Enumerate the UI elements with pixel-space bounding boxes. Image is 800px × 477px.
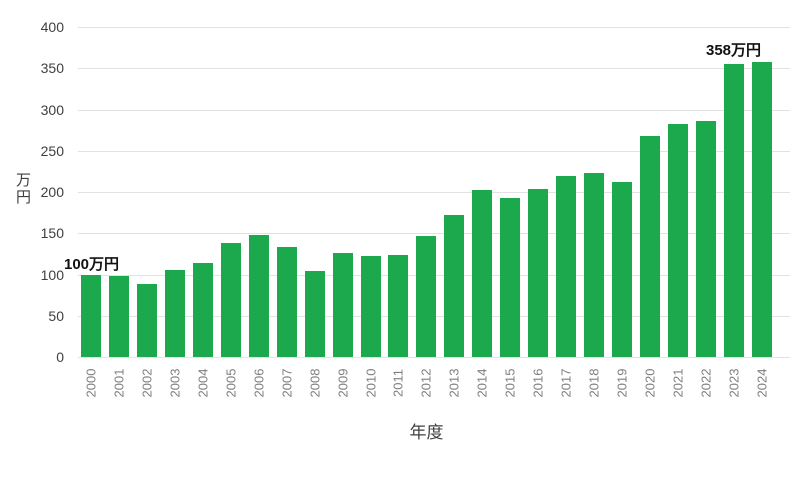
bar-2015	[500, 197, 521, 357]
bar-2017	[556, 176, 577, 357]
bar-2012	[416, 235, 437, 357]
x-tick-2016: 2016	[528, 360, 548, 406]
x-tick-2004: 2004	[193, 360, 213, 406]
bar-2021	[668, 123, 689, 357]
x-tick-label: 2000	[83, 368, 99, 398]
bar-series	[81, 27, 772, 357]
annotation-last-value: 358万円	[706, 42, 762, 59]
y-tick-0: 0	[56, 349, 64, 365]
bar-2024	[751, 61, 772, 357]
gridline-0	[78, 357, 790, 358]
bar-2003	[164, 270, 185, 357]
bar-2007	[276, 247, 297, 357]
x-tick-label: 2014	[474, 368, 490, 398]
x-axis-title: 年度	[409, 423, 444, 442]
x-tick-2001: 2001	[109, 360, 129, 406]
bar-2011	[388, 254, 409, 357]
x-tick-label: 2018	[586, 368, 602, 398]
bar-2014	[472, 190, 493, 357]
gridline-400	[78, 27, 790, 28]
bar-2002	[136, 283, 157, 357]
x-tick-2010: 2010	[361, 360, 381, 406]
x-tick-2009: 2009	[333, 360, 353, 406]
y-tick-200: 200	[40, 184, 64, 200]
x-tick-label: 2012	[418, 368, 434, 398]
x-tick-2017: 2017	[556, 360, 576, 406]
x-tick-2007: 2007	[277, 360, 297, 406]
x-tick-label: 2009	[335, 368, 351, 398]
bar-2001	[108, 276, 129, 357]
x-tick-label: 2017	[558, 368, 574, 398]
x-tick-2020: 2020	[640, 360, 660, 406]
y-tick-50: 50	[48, 307, 64, 324]
annotation-first-value: 100万円	[64, 256, 120, 273]
bar-2013	[444, 215, 465, 357]
y-axis-title: 万円	[14, 172, 31, 206]
x-tick-label: 2021	[670, 368, 686, 398]
x-tick-2008: 2008	[305, 360, 325, 406]
y-tick-300: 300	[40, 101, 64, 118]
x-tick-2024: 2024	[752, 360, 772, 406]
bar-2010	[360, 256, 381, 357]
x-tick-label: 2015	[502, 368, 518, 398]
x-tick-label: 2024	[754, 368, 770, 398]
bar-2020	[640, 135, 661, 357]
gridline-350	[78, 68, 790, 70]
bar-2022	[695, 121, 716, 357]
bar-2000	[81, 274, 101, 357]
x-tick-2003: 2003	[165, 360, 185, 406]
x-tick-2005: 2005	[221, 360, 241, 406]
bar-2005	[220, 243, 241, 357]
x-tick-label: 2008	[307, 368, 323, 398]
bar-2019	[612, 182, 633, 357]
x-axis-tick-labels: 2000 2001 2002 2003 2004 2005 2006 2007 2008 2009…	[81, 360, 772, 406]
bar-2023	[723, 64, 744, 357]
gridline-150	[78, 233, 790, 235]
x-tick-label: 2001	[111, 368, 127, 398]
x-tick-2000: 2000	[81, 360, 101, 406]
x-tick-2006: 2006	[249, 360, 269, 406]
x-tick-2018: 2018	[584, 360, 604, 406]
x-tick-label: 2004	[195, 368, 211, 398]
x-tick-2014: 2014	[472, 360, 492, 406]
x-tick-2023: 2023	[724, 360, 744, 406]
x-tick-2012: 2012	[416, 360, 436, 406]
x-tick-2022: 2022	[696, 360, 716, 406]
bar-2006	[248, 234, 269, 357]
gridline-250	[78, 150, 790, 152]
x-tick-label: 2013	[446, 368, 462, 398]
x-tick-label: 2002	[139, 368, 155, 398]
x-tick-label: 2007	[279, 368, 295, 398]
gridline-200	[78, 192, 790, 193]
gridline-300	[78, 109, 790, 111]
bar-2009	[332, 253, 353, 357]
x-tick-label: 2006	[251, 368, 267, 398]
bar-2008	[304, 271, 325, 357]
bar-2016	[528, 188, 549, 357]
bar-2004	[192, 262, 213, 357]
x-tick-label: 2019	[614, 368, 630, 398]
x-tick-label: 2020	[642, 368, 658, 398]
x-tick-label: 2003	[167, 368, 183, 398]
y-tick-100: 100	[40, 266, 64, 283]
y-tick-150: 150	[40, 225, 64, 242]
x-tick-label: 2022	[698, 368, 714, 398]
y-tick-400: 400	[40, 19, 64, 35]
x-tick-2011: 2011	[388, 360, 408, 406]
y-tick-250: 250	[40, 142, 64, 159]
y-tick-350: 350	[40, 60, 64, 77]
x-tick-label: 2011	[390, 369, 406, 397]
x-tick-2021: 2021	[668, 360, 688, 406]
x-tick-label: 2010	[363, 368, 379, 398]
x-tick-2015: 2015	[500, 360, 520, 406]
x-tick-2019: 2019	[612, 360, 632, 406]
x-tick-2013: 2013	[444, 360, 464, 406]
bar-2018	[584, 173, 605, 357]
x-tick-label: 2005	[223, 368, 239, 398]
x-tick-label: 2016	[530, 368, 546, 398]
x-tick-2002: 2002	[137, 360, 157, 406]
x-tick-label: 2023	[726, 368, 742, 398]
